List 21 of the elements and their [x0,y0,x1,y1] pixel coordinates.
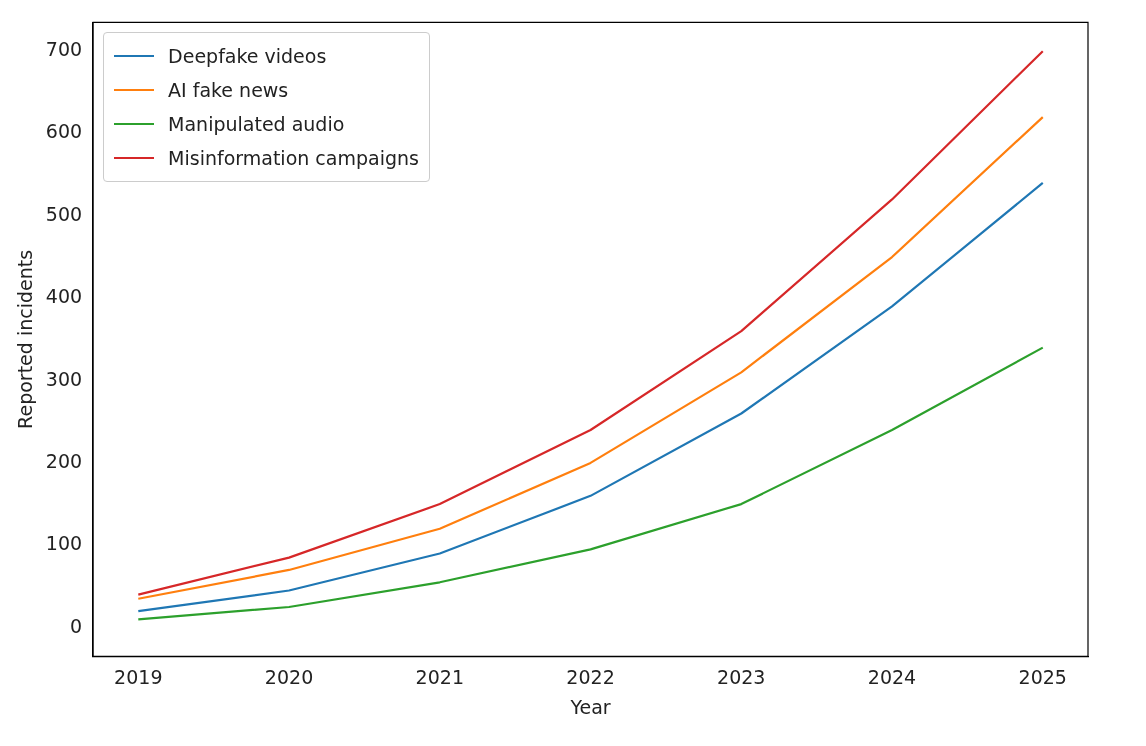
y-tick-label: 600 [45,120,83,143]
y-tick-label: 400 [45,285,83,308]
x-tick-label: 2022 [566,665,615,688]
legend-label: AI fake news [168,79,289,102]
y-tick-label: 700 [45,38,83,61]
y-axis-title: Reported incidents [14,249,37,429]
legend-label: Manipulated audio [168,113,345,136]
legend-label: Misinformation campaigns [168,147,419,170]
x-axis-title: Year [569,695,611,718]
x-tick-label: 2023 [717,665,766,688]
x-tick-label: 2025 [1018,665,1067,688]
x-tick-label: 2021 [415,665,464,688]
x-tick-label: 2020 [264,665,314,688]
legend-label: Deepfake videos [168,45,327,68]
y-tick-label: 0 [69,614,83,637]
x-tick-label: 2024 [867,665,917,688]
y-tick-label: 100 [45,532,83,555]
y-tick-label: 500 [45,202,83,225]
y-tick-label: 200 [45,449,83,472]
y-tick-label: 300 [45,367,83,390]
x-tick-label: 2019 [114,665,163,688]
